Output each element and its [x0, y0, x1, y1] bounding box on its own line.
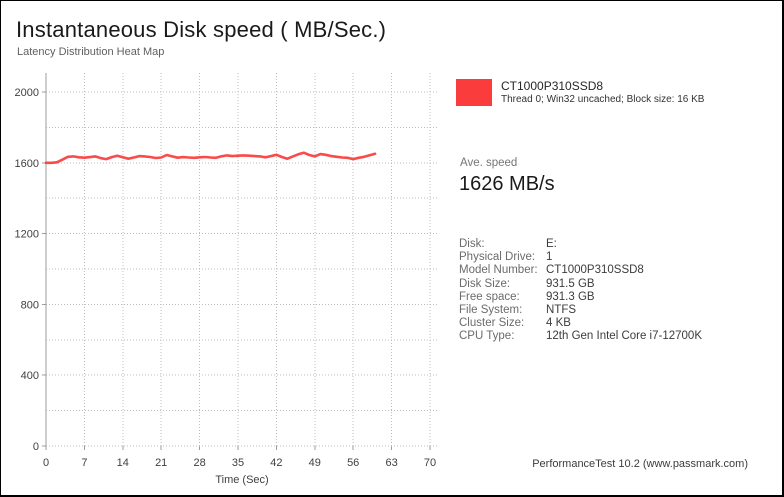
- info-label: CPU Type:: [459, 330, 515, 343]
- average-speed-label: Ave. speed: [460, 157, 518, 169]
- disk-info-table: Disk: E: Physical Drive: 1 Model Number: CT10…: [459, 238, 759, 344]
- average-speed-value: 1626 MB/s: [459, 173, 555, 195]
- svg-text:1200: 1200: [15, 229, 39, 241]
- info-label: Free space:: [459, 290, 520, 303]
- page-subtitle: Latency Distribution Heat Map: [17, 46, 165, 58]
- info-label: Physical Drive:: [459, 251, 536, 264]
- info-label: Model Number:: [459, 264, 538, 277]
- svg-text:2000: 2000: [15, 87, 39, 99]
- svg-text:28: 28: [193, 457, 205, 469]
- info-row: Disk Size: 931.5 GB: [459, 278, 759, 291]
- svg-text:14: 14: [117, 457, 129, 469]
- info-row: Model Number: CT1000P310SSD8: [459, 264, 759, 277]
- svg-text:1600: 1600: [15, 158, 39, 170]
- info-value: 12th Gen Intel Core i7-12700K: [546, 330, 702, 343]
- svg-text:800: 800: [21, 299, 39, 311]
- legend-swatch: [456, 79, 492, 106]
- info-value: 931.5 GB: [546, 277, 595, 290]
- info-value: NTFS: [546, 303, 577, 316]
- info-label: Disk Size:: [459, 277, 511, 290]
- footer-text: PerformanceTest 10.2 (www.passmark.com): [532, 458, 748, 470]
- info-label: File System:: [459, 303, 523, 316]
- info-row: Free space: 931.3 GB: [459, 291, 759, 304]
- page-title: Instantaneous Disk speed ( MB/Sec.): [16, 17, 387, 42]
- info-row: Disk: E:: [459, 238, 759, 251]
- info-label: Cluster Size:: [459, 317, 525, 330]
- svg-text:0: 0: [33, 441, 39, 453]
- svg-text:21: 21: [155, 457, 167, 469]
- legend-series-detail: Thread 0; Win32 uncached; Block size: 16…: [501, 94, 705, 105]
- svg-text:Time (Sec): Time (Sec): [215, 474, 268, 486]
- info-row: Physical Drive: 1: [459, 251, 759, 264]
- svg-text:400: 400: [21, 370, 39, 382]
- info-row: CPU Type: 12th Gen Intel Core i7-12700K: [459, 330, 759, 343]
- info-row: File System: NTFS: [459, 304, 759, 317]
- info-value: 931.3 GB: [546, 290, 595, 303]
- info-label: Disk:: [459, 238, 485, 250]
- svg-text:7: 7: [81, 457, 87, 469]
- info-row: Cluster Size: 4 KB: [459, 317, 759, 330]
- svg-text:42: 42: [270, 457, 282, 469]
- info-value: E:: [546, 238, 557, 250]
- svg-text:70: 70: [424, 457, 436, 469]
- svg-text:0: 0: [43, 457, 49, 469]
- info-value: 1: [546, 251, 553, 264]
- svg-text:35: 35: [232, 457, 244, 469]
- disk-speed-chart: 0 7 14 21 28 35 42 49 56 63 70 0 400 800 1200 1600 2000 T…: [15, 73, 438, 486]
- svg-text:49: 49: [309, 457, 321, 469]
- info-value: CT1000P310SSD8: [546, 264, 644, 277]
- svg-text:63: 63: [385, 457, 397, 469]
- legend-series-name: CT1000P310SSD8: [501, 79, 604, 93]
- info-value: 4 KB: [546, 317, 571, 330]
- svg-text:56: 56: [347, 457, 359, 469]
